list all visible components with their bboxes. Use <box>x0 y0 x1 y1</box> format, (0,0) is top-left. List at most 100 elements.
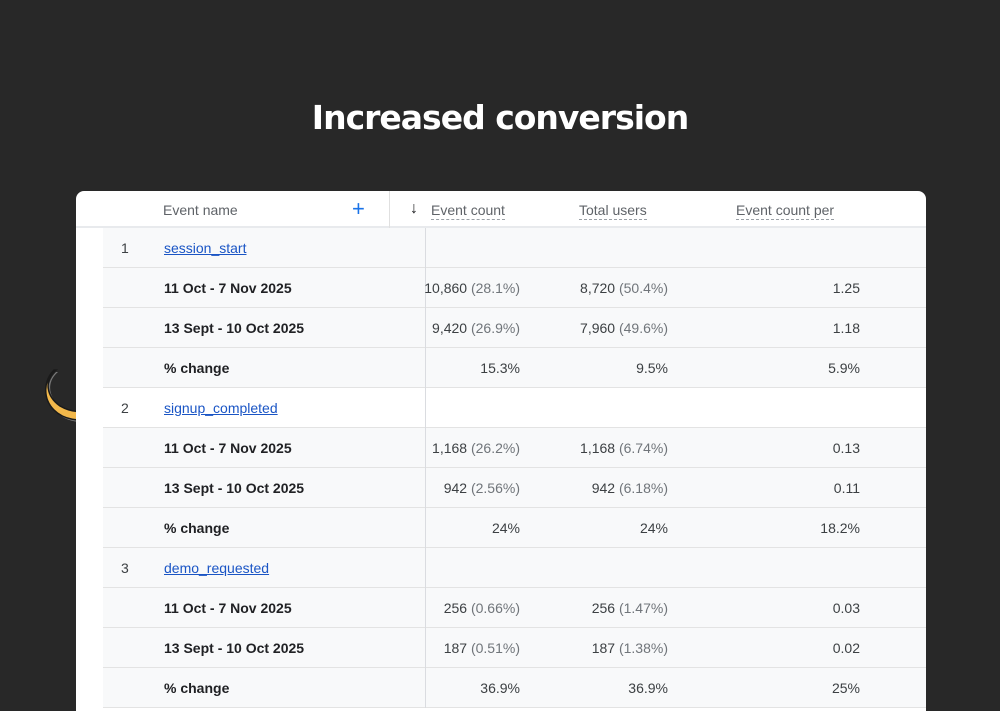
table-row: % change 36.9% 36.9% 25% <box>103 668 926 708</box>
event-name-link[interactable]: signup_completed <box>164 400 278 416</box>
event-count-value: 36.9% <box>480 680 520 696</box>
table-header: Event name + ↓ Event count Total users E… <box>76 191 926 228</box>
column-divider <box>425 268 426 308</box>
col-event-name[interactable]: Event name <box>163 202 238 218</box>
column-divider <box>389 191 390 228</box>
event-count-cell: 1,168 (26.2%) <box>432 440 520 456</box>
row-index: 2 <box>121 400 129 416</box>
per-user-cell: 25% <box>831 680 860 696</box>
event-row: 3 demo_requested <box>103 548 926 588</box>
total-users-value: 9.5% <box>636 360 668 376</box>
row-label: 11 Oct - 7 Nov 2025 <box>164 440 292 456</box>
col-event-count[interactable]: Event count <box>431 202 505 220</box>
per-user-cell: 5.9% <box>828 360 860 376</box>
table-row: % change 15.3% 9.5% 5.9% <box>103 348 926 388</box>
total-users-percent: (1.47%) <box>618 600 668 616</box>
per-user-cell: 0.13 <box>832 440 860 456</box>
row-label: 13 Sept - 10 Oct 2025 <box>164 640 305 656</box>
event-count-percent: (2.56%) <box>470 480 520 496</box>
event-count-percent: (0.66%) <box>470 600 520 616</box>
event-count-value: 942 <box>443 480 468 496</box>
table-row: 13 Sept - 10 Oct 2025 942 (2.56%) 942 (6… <box>103 468 926 508</box>
sort-arrow-down-icon[interactable]: ↓ <box>410 200 418 217</box>
column-divider <box>425 668 426 708</box>
total-users-cell: 187 (1.38%) <box>592 640 668 656</box>
total-users-percent: (50.4%) <box>618 280 668 296</box>
per-user-cell: 1.25 <box>832 280 860 296</box>
event-count-cell: 256 (0.66%) <box>444 600 520 616</box>
event-count-cell: 15.3% <box>480 360 520 376</box>
row-label: % change <box>164 360 230 376</box>
event-count-percent: (26.2%) <box>470 440 520 456</box>
event-count-value: 10,860 <box>424 280 468 296</box>
event-count-value: 1,168 <box>432 440 468 456</box>
total-users-percent: (1.38%) <box>618 640 668 656</box>
total-users-value: 8,720 <box>580 280 616 296</box>
column-divider <box>425 628 426 668</box>
total-users-value: 1,168 <box>580 440 616 456</box>
page-title: Increased conversion <box>311 98 689 137</box>
column-divider <box>425 508 426 548</box>
row-label: 13 Sept - 10 Oct 2025 <box>164 320 305 336</box>
column-divider <box>425 228 426 268</box>
per-user-cell: 1.18 <box>832 320 860 336</box>
event-count-percent: (28.1%) <box>470 280 520 296</box>
total-users-cell: 9.5% <box>636 360 668 376</box>
total-users-cell: 1,168 (6.74%) <box>580 440 668 456</box>
row-label: % change <box>164 680 230 696</box>
column-divider <box>425 388 426 428</box>
col-total-users[interactable]: Total users <box>579 202 647 220</box>
total-users-cell: 942 (6.18%) <box>592 480 668 496</box>
table-row: 11 Oct - 7 Nov 2025 256 (0.66%) 256 (1.4… <box>103 588 926 628</box>
event-count-value: 15.3% <box>480 360 520 376</box>
event-count-cell: 187 (0.51%) <box>444 640 520 656</box>
total-users-cell: 24% <box>640 520 668 536</box>
row-label: 11 Oct - 7 Nov 2025 <box>164 280 292 296</box>
total-users-value: 187 <box>591 640 616 656</box>
table-row: 11 Oct - 7 Nov 2025 1,168 (26.2%) 1,168 … <box>103 428 926 468</box>
per-user-cell: 0.03 <box>832 600 860 616</box>
event-name-link[interactable]: demo_requested <box>164 560 270 576</box>
table-row: % change 24% 24% 18.2% <box>103 508 926 548</box>
event-count-cell: 942 (2.56%) <box>444 480 520 496</box>
total-users-cell: 7,960 (49.6%) <box>580 320 668 336</box>
row-label: 11 Oct - 7 Nov 2025 <box>164 600 292 616</box>
col-event-count-per-user[interactable]: Event count per <box>736 202 835 220</box>
per-user-cell: 18.2% <box>820 520 860 536</box>
column-divider <box>425 308 426 348</box>
row-index: 1 <box>121 240 129 256</box>
row-index: 3 <box>121 560 129 576</box>
total-users-percent: (6.18%) <box>618 480 668 496</box>
event-count-cell: 10,860 (28.1%) <box>424 280 520 296</box>
total-users-value: 36.9% <box>628 680 668 696</box>
per-user-cell: 0.02 <box>832 640 860 656</box>
table-row: 11 Oct - 7 Nov 2025 10,860 (28.1%) 8,720… <box>103 268 926 308</box>
row-label: % change <box>164 520 230 536</box>
column-divider <box>425 548 426 588</box>
column-divider <box>425 588 426 628</box>
event-count-value: 24% <box>491 520 520 536</box>
event-count-cell: 24% <box>492 520 520 536</box>
total-users-percent: (49.6%) <box>618 320 668 336</box>
per-user-cell: 0.11 <box>833 480 860 496</box>
table-row: 13 Sept - 10 Oct 2025 187 (0.51%) 187 (1… <box>103 628 926 668</box>
add-dimension-icon[interactable]: + <box>352 196 365 221</box>
column-divider <box>425 428 426 468</box>
row-label: 13 Sept - 10 Oct 2025 <box>164 480 305 496</box>
event-row: 2 signup_completed <box>103 388 926 428</box>
total-users-cell: 256 (1.47%) <box>592 600 668 616</box>
event-count-cell: 36.9% <box>480 680 520 696</box>
total-users-percent: (6.74%) <box>618 440 668 456</box>
event-count-value: 9,420 <box>432 320 468 336</box>
total-users-value: 7,960 <box>580 320 616 336</box>
event-row: 1 session_start <box>103 228 926 268</box>
total-users-value: 942 <box>591 480 616 496</box>
event-count-percent: (26.9%) <box>470 320 520 336</box>
event-count-cell: 9,420 (26.9%) <box>432 320 520 336</box>
event-count-percent: (0.51%) <box>470 640 520 656</box>
total-users-value: 24% <box>639 520 668 536</box>
events-table: Event name + ↓ Event count Total users E… <box>76 191 926 711</box>
total-users-cell: 8,720 (50.4%) <box>580 280 668 296</box>
column-divider <box>425 348 426 388</box>
event-name-link[interactable]: session_start <box>164 240 247 256</box>
